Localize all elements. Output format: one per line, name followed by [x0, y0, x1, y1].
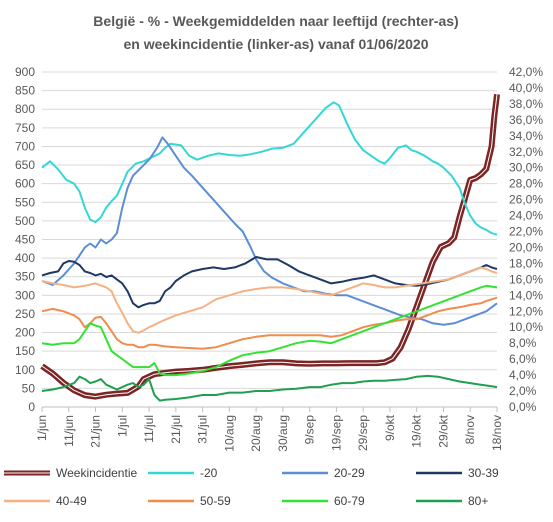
left-tick-label: 800 — [15, 102, 35, 116]
right-tick-label: 20,0% — [509, 240, 543, 254]
x-tick-label: 19/okt — [410, 414, 424, 447]
right-tick-label: 30,0% — [509, 161, 543, 175]
left-tick-label: 100 — [15, 363, 35, 377]
x-tick-label: 21/jun — [89, 415, 103, 448]
legend-60-79-label: 60-79 — [334, 494, 365, 508]
left-tick-label: 350 — [15, 270, 35, 284]
chart-subtitle: en weekincidentie (linker-as) vanaf 01/0… — [123, 36, 428, 52]
x-tick-label: 29/okt — [436, 414, 450, 447]
x-tick-label: 21/jul — [169, 415, 183, 444]
right-tick-label: 14,0% — [509, 288, 543, 302]
right-tick-label: 16,0% — [509, 272, 543, 286]
legend-item: 60-79 — [282, 494, 365, 508]
x-axis: 1/jun 11/jun 21/jun 1/jul 11/jul 21/jul 31/jul… — [35, 406, 504, 452]
left-tick-label: 500 — [15, 214, 35, 228]
x-tick-label: 8/nov — [463, 415, 477, 444]
legend-50-59-label: 50-59 — [200, 494, 231, 508]
x-tick-label: 9/okt — [383, 414, 397, 441]
right-tick-label: 38,0% — [509, 97, 543, 111]
right-tick-label: 40,0% — [509, 81, 543, 95]
right-tick-label: 18,0% — [509, 256, 543, 270]
legend-item: 30-39 — [416, 466, 499, 480]
right-tick-label: 34,0% — [509, 129, 543, 143]
legend-weekincidentie-label: Weekincidentie — [56, 466, 137, 480]
x-tick-label: 18/nov — [490, 415, 504, 451]
x-tick-label: 9/sep — [303, 415, 317, 445]
legend-80-label: 80+ — [468, 494, 488, 508]
chart-title: België - % - Weekgemiddelden naar leefti… — [93, 13, 458, 29]
left-tick-label: 250 — [15, 307, 35, 321]
left-tick-label: 750 — [15, 121, 35, 135]
x-tick-label: 30/aug — [276, 415, 290, 452]
left-tick-label: 0 — [28, 400, 35, 414]
right-tick-label: 32,0% — [509, 145, 543, 159]
left-tick-label: 200 — [15, 326, 35, 340]
left-tick-label: 850 — [15, 84, 35, 98]
legend-item: 50-59 — [148, 494, 231, 508]
left-tick-label: 150 — [15, 344, 35, 358]
legend-30-39-label: 30-39 — [468, 466, 499, 480]
legend-item: 20-29 — [282, 466, 365, 480]
left-tick-label: 600 — [15, 177, 35, 191]
series-50-59-line — [41, 296, 498, 350]
left-tick-label: 650 — [15, 158, 35, 172]
left-axis: 0 50 100 150 200 250 300 350 400 450 500 550 600 650 7… — [15, 65, 35, 414]
legend-20-label: -20 — [200, 466, 218, 480]
x-tick-label: 31/jul — [196, 415, 210, 444]
left-tick-label: 900 — [15, 65, 35, 79]
left-tick-label: 400 — [15, 251, 35, 265]
x-tick-label: 29/sep — [356, 415, 370, 451]
legend-item: 40-49 — [4, 494, 87, 508]
right-tick-label: 26,0% — [509, 193, 543, 207]
x-tick-label: 10/aug — [222, 415, 236, 452]
right-tick-label: 24,0% — [509, 209, 543, 223]
legend-20-29-label: 20-29 — [334, 466, 365, 480]
right-tick-label: 8,0% — [509, 336, 537, 350]
x-tick-label: 11/jul — [142, 415, 156, 443]
left-tick-label: 450 — [15, 233, 35, 247]
legend-item: Weekincidentie — [4, 466, 137, 480]
right-tick-label: 22,0% — [509, 225, 543, 239]
x-tick-label: 1/jul — [115, 415, 129, 437]
left-tick-label: 300 — [15, 288, 35, 302]
right-tick-label: 12,0% — [509, 304, 543, 318]
right-tick-label: 28,0% — [509, 177, 543, 191]
legend-40-49-label: 40-49 — [56, 494, 87, 508]
right-tick-label: 36,0% — [509, 113, 543, 127]
left-tick-label: 550 — [15, 195, 35, 209]
series-80-line — [41, 374, 498, 402]
right-axis: 0,0% 2,0% 4,0% 6,0% 8,0% 10,0% 12,0% 14,0% 16,0%… — [509, 65, 543, 414]
series-lines — [40, 93, 500, 402]
x-tick-label: 1/jun — [35, 415, 49, 441]
right-tick-label: 6,0% — [509, 352, 537, 366]
legend-item: -20 — [148, 466, 218, 480]
right-tick-label: 0,0% — [509, 400, 537, 414]
right-tick-label: 4,0% — [509, 368, 537, 382]
series-weekincidentie-line-inner — [41, 94, 498, 398]
x-tick-label: 11/jun — [62, 415, 76, 447]
series-20-29-line — [41, 136, 498, 326]
series-40-49-line — [41, 266, 498, 334]
series-20-line — [41, 101, 498, 236]
x-tick-label: 19/sep — [329, 415, 343, 451]
legend: Weekincidentie -20 20-29 30-39 40-49 50-59 60-… — [4, 466, 499, 508]
left-tick-label: 700 — [15, 139, 35, 153]
series-60-79-line — [41, 284, 498, 377]
right-tick-label: 10,0% — [509, 320, 543, 334]
right-tick-label: 2,0% — [509, 384, 537, 398]
grid-lines — [42, 71, 497, 408]
x-tick-label: 20/aug — [249, 415, 263, 452]
left-tick-label: 50 — [22, 381, 36, 395]
right-tick-label: 42,0% — [509, 65, 543, 79]
legend-item: 80+ — [416, 494, 488, 508]
